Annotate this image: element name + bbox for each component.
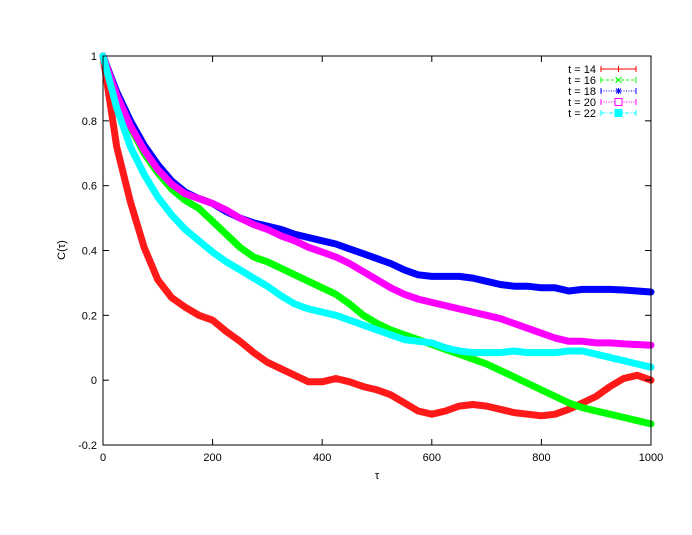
x-tick-label: 600 xyxy=(423,452,441,464)
legend-item: t = 18 xyxy=(568,86,637,98)
x-axis-label: τ xyxy=(375,470,380,482)
series-t14 xyxy=(99,52,655,420)
legend-marker-icon xyxy=(615,66,622,72)
y-axis-label: C(τ) xyxy=(56,240,68,260)
y-tick-label: 0.6 xyxy=(82,181,97,193)
legend-label: t = 18 xyxy=(568,86,596,98)
y-tick-label: 0.4 xyxy=(82,246,97,258)
y-tick-label: 1 xyxy=(91,51,97,63)
legend-item: t = 16 xyxy=(568,75,637,87)
x-tick-label: 1000 xyxy=(639,452,663,464)
legend-marker-icon xyxy=(615,76,622,84)
y-tick-label: 0.8 xyxy=(82,116,97,128)
plot-series xyxy=(99,52,655,428)
series-t16 xyxy=(99,52,655,428)
legend-item: t = 14 xyxy=(568,64,637,76)
x-tick-label: 200 xyxy=(203,452,221,464)
legend-marker-icon xyxy=(614,109,623,117)
series-t20 xyxy=(99,52,655,349)
series-t22 xyxy=(99,52,655,371)
legend-marker-icon xyxy=(615,88,622,94)
axis-ticks: 0 200 400 600 800 1000-0.200.20.40.60.81 xyxy=(78,51,663,464)
legend-label: t = 14 xyxy=(568,64,596,76)
x-tick-label: 0 xyxy=(100,452,106,464)
y-tick-label: 0.2 xyxy=(82,310,97,322)
y-tick-label: -0.2 xyxy=(78,440,97,452)
y-tick-label: 0 xyxy=(91,375,97,387)
legend-label: t = 20 xyxy=(568,97,596,109)
x-tick-label: 400 xyxy=(313,452,331,464)
legend: t = 14t = 16t = 18t = 20t = 22 xyxy=(568,64,637,120)
legend-label: t = 22 xyxy=(568,108,596,120)
legend-label: t = 16 xyxy=(568,75,596,87)
legend-item: t = 20 xyxy=(568,97,637,109)
legend-marker-icon xyxy=(614,98,623,106)
x-tick-label: 800 xyxy=(532,452,550,464)
legend-item: t = 22 xyxy=(568,108,637,120)
